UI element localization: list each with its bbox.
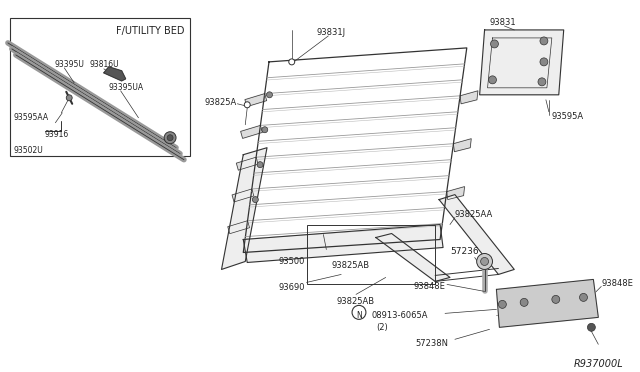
Polygon shape xyxy=(479,30,564,95)
Polygon shape xyxy=(447,187,465,200)
Circle shape xyxy=(588,323,595,331)
Text: 93831J: 93831J xyxy=(316,28,346,37)
Circle shape xyxy=(490,40,499,48)
Text: (2): (2) xyxy=(376,323,388,332)
Circle shape xyxy=(252,196,259,203)
Text: R937000L: R937000L xyxy=(573,359,623,369)
Circle shape xyxy=(477,253,493,269)
Bar xyxy=(10,18,190,155)
Circle shape xyxy=(540,37,548,45)
Circle shape xyxy=(580,294,588,301)
Polygon shape xyxy=(243,48,467,253)
Text: 57236: 57236 xyxy=(450,247,479,256)
Polygon shape xyxy=(232,189,254,202)
Polygon shape xyxy=(497,279,598,327)
Circle shape xyxy=(540,58,548,66)
Polygon shape xyxy=(221,148,267,269)
Text: 93831: 93831 xyxy=(490,18,516,27)
Text: 93916: 93916 xyxy=(45,130,68,139)
Text: 93395U: 93395U xyxy=(54,60,84,69)
Circle shape xyxy=(164,132,176,144)
Text: 93690: 93690 xyxy=(278,283,305,292)
Text: 93825AB: 93825AB xyxy=(336,297,374,307)
Polygon shape xyxy=(104,67,125,81)
Circle shape xyxy=(538,78,546,86)
Text: F/UTILITY BED: F/UTILITY BED xyxy=(116,26,185,36)
Text: 93825AA: 93825AA xyxy=(455,209,493,219)
Polygon shape xyxy=(236,157,258,170)
Text: 93816U: 93816U xyxy=(89,60,118,69)
Text: 93825A: 93825A xyxy=(205,98,237,107)
Circle shape xyxy=(481,257,488,266)
Polygon shape xyxy=(453,139,471,152)
Polygon shape xyxy=(228,221,250,234)
Text: 93595A: 93595A xyxy=(552,112,584,121)
Circle shape xyxy=(499,300,506,308)
Polygon shape xyxy=(243,225,443,263)
Text: 93825AB: 93825AB xyxy=(332,262,369,270)
Text: 93848E: 93848E xyxy=(601,279,633,288)
Polygon shape xyxy=(241,125,262,138)
Circle shape xyxy=(488,76,497,84)
Polygon shape xyxy=(460,91,478,104)
Polygon shape xyxy=(376,234,450,282)
Text: 57238N: 57238N xyxy=(415,339,449,348)
Text: 08913-6065A: 08913-6065A xyxy=(372,311,428,320)
Circle shape xyxy=(352,305,366,319)
Circle shape xyxy=(67,95,72,101)
Bar xyxy=(307,225,435,285)
Circle shape xyxy=(552,295,560,304)
Circle shape xyxy=(167,135,173,141)
Circle shape xyxy=(257,162,263,168)
Polygon shape xyxy=(245,94,267,107)
Circle shape xyxy=(266,92,273,98)
Text: 93395UA: 93395UA xyxy=(109,83,144,92)
Circle shape xyxy=(244,102,250,108)
Text: 93502U: 93502U xyxy=(14,146,44,155)
Text: 93500: 93500 xyxy=(278,257,305,266)
Circle shape xyxy=(289,59,294,65)
Text: 93595AA: 93595AA xyxy=(14,113,49,122)
Circle shape xyxy=(520,298,528,307)
Circle shape xyxy=(262,127,268,133)
Text: 93848E: 93848E xyxy=(413,282,445,291)
Text: N: N xyxy=(356,311,362,320)
Polygon shape xyxy=(439,195,515,275)
